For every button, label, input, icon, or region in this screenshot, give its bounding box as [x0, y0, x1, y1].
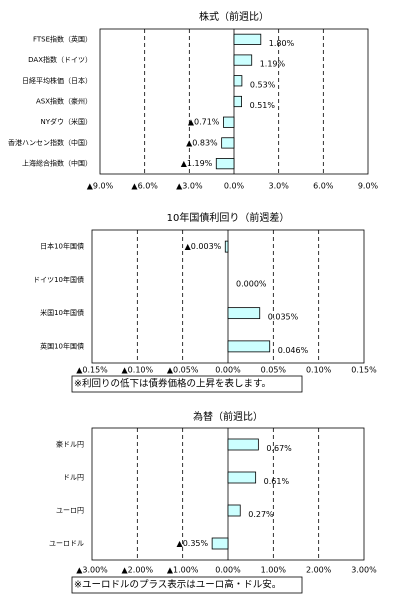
- category-label: ユーロ円: [56, 507, 84, 515]
- x-tick-label: ▲0.05%: [167, 366, 199, 375]
- value-label: 0.53%: [250, 80, 276, 89]
- bar: [233, 95, 242, 108]
- note-box: [71, 576, 303, 594]
- value-label: ▲1.19%: [181, 159, 213, 168]
- x-tick-label: 0.00%: [215, 366, 241, 375]
- x-tick-label: 3.00%: [351, 566, 377, 575]
- bar: [227, 504, 241, 517]
- chart-title: 10年国債利回り（前週差）: [167, 211, 290, 224]
- category-label: 日本10年国債: [40, 242, 84, 251]
- bar: [227, 340, 271, 353]
- value-label: 1.80%: [269, 39, 295, 48]
- bar: [227, 471, 257, 484]
- bar: [224, 240, 229, 253]
- category-label: ドル円: [63, 474, 84, 482]
- bar: [211, 537, 229, 550]
- note: ※ユーロドルのプラス表示はユーロ高・ドル安。: [74, 579, 281, 591]
- chart-title: 株式（前週比）: [199, 10, 269, 23]
- bar: [215, 158, 235, 170]
- x-tick-label: ▲3.00%: [76, 566, 108, 575]
- note: ※利回りの低下は債券価格の上昇を表します。: [74, 378, 271, 390]
- x-tick-label: 6.0%: [313, 182, 334, 191]
- value-label: 0.27%: [248, 510, 274, 519]
- bar: [221, 137, 235, 149]
- x-tick-label: 0.10%: [306, 366, 332, 375]
- category-label: 英国10年国債: [40, 341, 84, 350]
- x-tick-label: ▲6.0%: [131, 182, 158, 191]
- x-tick-label: ▲9.0%: [87, 182, 114, 191]
- x-tick-label: ▲0.10%: [122, 366, 154, 375]
- category-label: ドイツ10年国債: [33, 275, 84, 284]
- x-tick-label: 2.00%: [306, 566, 332, 575]
- x-tick-label: ▲2.00%: [122, 566, 154, 575]
- value-label: 0.000%: [236, 279, 267, 288]
- x-tick-label: 3.0%: [269, 182, 290, 191]
- value-label: 1.19%: [260, 60, 286, 69]
- bar: [233, 33, 262, 45]
- category-label: ユーロドル: [49, 540, 84, 548]
- x-tick-label: 0.00%: [215, 566, 241, 575]
- bar: [233, 54, 253, 66]
- bar: [227, 307, 261, 320]
- bar: [223, 116, 235, 128]
- category-label: 上海総合指数（中国）: [22, 159, 92, 168]
- category-label: 香港ハンセン指数（中国）: [8, 138, 92, 147]
- bar: [233, 75, 243, 87]
- category-label: 豪ドル円: [56, 440, 84, 449]
- x-tick-label: 0.15%: [351, 366, 377, 375]
- value-label: ▲0.71%: [188, 118, 220, 127]
- x-tick-label: 0.05%: [261, 366, 287, 375]
- value-label: 0.61%: [264, 477, 290, 486]
- category-label: FTSE指数（英国）: [33, 34, 92, 43]
- category-label: NYダウ（米国）: [40, 117, 92, 126]
- x-tick-label: 9.0%: [358, 182, 379, 191]
- x-tick-label: 0.0%: [224, 182, 245, 191]
- category-label: 日経平均株価（日本）: [22, 76, 92, 85]
- category-label: ASX指数（豪州）: [36, 97, 92, 106]
- x-tick-label: ▲0.15%: [76, 366, 108, 375]
- value-label: ▲0.83%: [186, 138, 218, 147]
- value-label: ▲0.35%: [177, 539, 209, 548]
- x-tick-label: ▲3.0%: [176, 182, 203, 191]
- value-label: ▲0.003%: [185, 242, 222, 251]
- x-tick-label: ▲1.00%: [167, 566, 199, 575]
- value-label: 0.046%: [278, 346, 309, 355]
- value-label: 0.035%: [268, 313, 299, 322]
- category-label: 米国10年国債: [40, 308, 84, 317]
- x-tick-label: 1.00%: [261, 566, 287, 575]
- note-box: [71, 375, 303, 393]
- value-label: 0.67%: [266, 444, 292, 453]
- bar: [227, 438, 259, 451]
- value-label: 0.51%: [250, 101, 276, 110]
- chart-title: 為替（前週比）: [193, 410, 263, 423]
- category-label: DAX指数（ドイツ）: [28, 55, 92, 64]
